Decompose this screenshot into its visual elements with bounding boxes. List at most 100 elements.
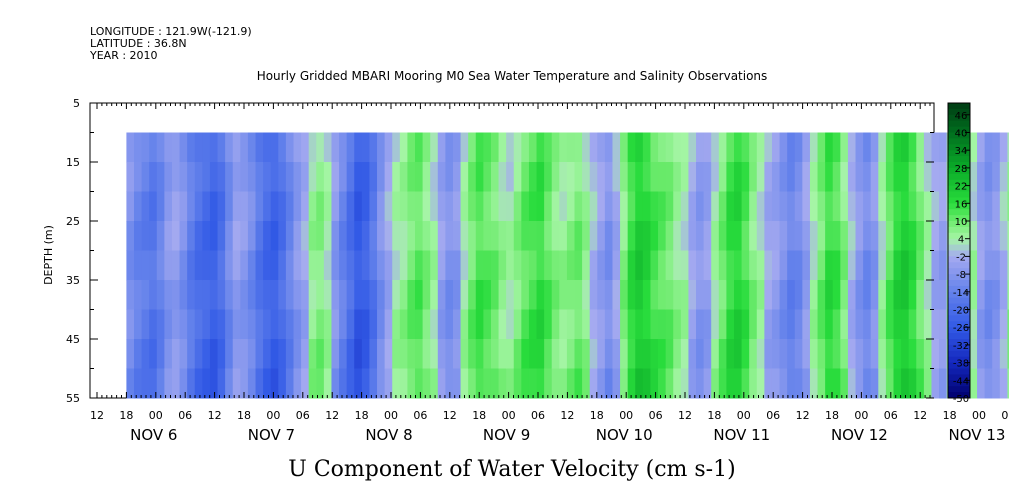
x-hour-tick-label: 12: [443, 409, 457, 422]
heatmap-cell: [787, 162, 796, 192]
heatmap-cell: [513, 221, 522, 251]
colorbar-segment: [948, 238, 970, 245]
heatmap-cell: [422, 191, 431, 222]
heatmap-cell: [680, 280, 690, 310]
heatmap-cell: [506, 368, 515, 399]
heatmap-cell: [331, 191, 340, 222]
heatmap-cell: [293, 191, 302, 222]
heatmap-cell: [764, 309, 773, 340]
heatmap-cell: [301, 162, 310, 192]
heatmap-cell: [460, 221, 469, 251]
heatmap-cell: [764, 280, 773, 310]
heatmap-cell: [703, 250, 712, 281]
heatmap-cell: [703, 221, 712, 251]
heatmap-cell: [171, 162, 181, 192]
heatmap-cell: [164, 368, 173, 399]
heatmap-cell: [544, 162, 553, 192]
heatmap-cell: [1007, 280, 1009, 310]
heatmap-cell: [149, 368, 158, 399]
colorbar-label: -2: [956, 252, 966, 263]
heatmap-cell: [711, 250, 720, 281]
heatmap-cell: [392, 368, 401, 399]
heatmap-cell: [855, 162, 864, 192]
heatmap-cell: [908, 221, 917, 251]
heatmap-cell: [680, 309, 690, 340]
heatmap-cell: [749, 132, 758, 163]
heatmap-cell: [893, 368, 902, 399]
heatmap-cell: [399, 250, 409, 281]
heatmap-cell: [794, 368, 803, 399]
heatmap-cell: [574, 162, 583, 192]
heatmap-cell: [232, 250, 241, 281]
heatmap-cell: [604, 339, 614, 369]
x-hour-tick-label: 18: [590, 409, 604, 422]
heatmap-cell: [749, 162, 758, 192]
heatmap-cell: [734, 250, 743, 281]
heatmap-cell: [528, 250, 538, 281]
heatmap-cell: [331, 368, 340, 399]
heatmap-cell: [240, 339, 249, 369]
heatmap-cell: [164, 162, 173, 192]
heatmap-cell: [764, 132, 773, 163]
heatmap-cell: [604, 191, 614, 222]
colorbar-segment: [948, 380, 970, 387]
colorbar-segment: [948, 108, 970, 116]
heatmap-cell: [847, 191, 857, 222]
heatmap-cell: [863, 191, 872, 222]
heatmap-cell: [779, 309, 788, 340]
heatmap-cell: [293, 280, 302, 310]
heatmap-cell: [452, 162, 462, 192]
heatmap-cell: [301, 221, 310, 251]
heatmap-cell: [354, 132, 363, 163]
heatmap-cell: [339, 280, 348, 310]
heatmap-cell: [194, 280, 203, 310]
heatmap-cell: [179, 280, 188, 310]
heatmap-cell: [468, 280, 477, 310]
heatmap-cell: [779, 132, 788, 163]
heatmap-cell: [498, 309, 507, 340]
colorbar-segment: [948, 309, 970, 316]
heatmap-cell: [984, 221, 993, 251]
heatmap-cell: [855, 309, 864, 340]
heatmap-cell: [430, 191, 439, 222]
heatmap-cell: [179, 250, 188, 281]
colorbar-segment: [948, 392, 970, 399]
heatmap-cell: [415, 368, 424, 399]
heatmap-cell: [232, 191, 241, 222]
x-hour-tick-label: 00: [502, 409, 516, 422]
heatmap-cell: [354, 280, 363, 310]
heatmap-cell: [597, 191, 606, 222]
heatmap-cell: [452, 132, 462, 163]
colorbar-label: 28: [955, 164, 968, 175]
heatmap-cell: [468, 368, 477, 399]
heatmap-cell: [749, 250, 758, 281]
heatmap-cell: [422, 368, 431, 399]
heatmap-cell: [240, 191, 249, 222]
heatmap-cell: [612, 132, 621, 163]
heatmap-cell: [187, 368, 196, 399]
heatmap-cell: [977, 221, 986, 251]
heatmap-cell: [437, 339, 446, 369]
heatmap-cell: [171, 132, 181, 163]
heatmap-cell: [908, 250, 917, 281]
heatmap-cell: [885, 191, 895, 222]
heatmap-cell: [620, 250, 629, 281]
heatmap-cell: [620, 132, 629, 163]
heatmap-cell: [642, 191, 652, 222]
heatmap-cell: [939, 309, 948, 340]
heatmap-cell: [544, 368, 553, 399]
heatmap-cell: [209, 368, 219, 399]
heatmap-cell: [809, 280, 819, 310]
heatmap-cell: [665, 132, 674, 163]
heatmap-cell: [969, 368, 978, 399]
heatmap-cell: [863, 250, 872, 281]
heatmap-cell: [771, 162, 781, 192]
heatmap-cell: [149, 339, 158, 369]
heatmap-cell: [870, 191, 879, 222]
heatmap-cell: [316, 309, 325, 340]
heatmap-cell: [825, 162, 834, 192]
heatmap-cell: [893, 280, 902, 310]
heatmap-cell: [999, 221, 1009, 251]
heatmap-cell: [771, 309, 781, 340]
heatmap-cell: [437, 250, 446, 281]
